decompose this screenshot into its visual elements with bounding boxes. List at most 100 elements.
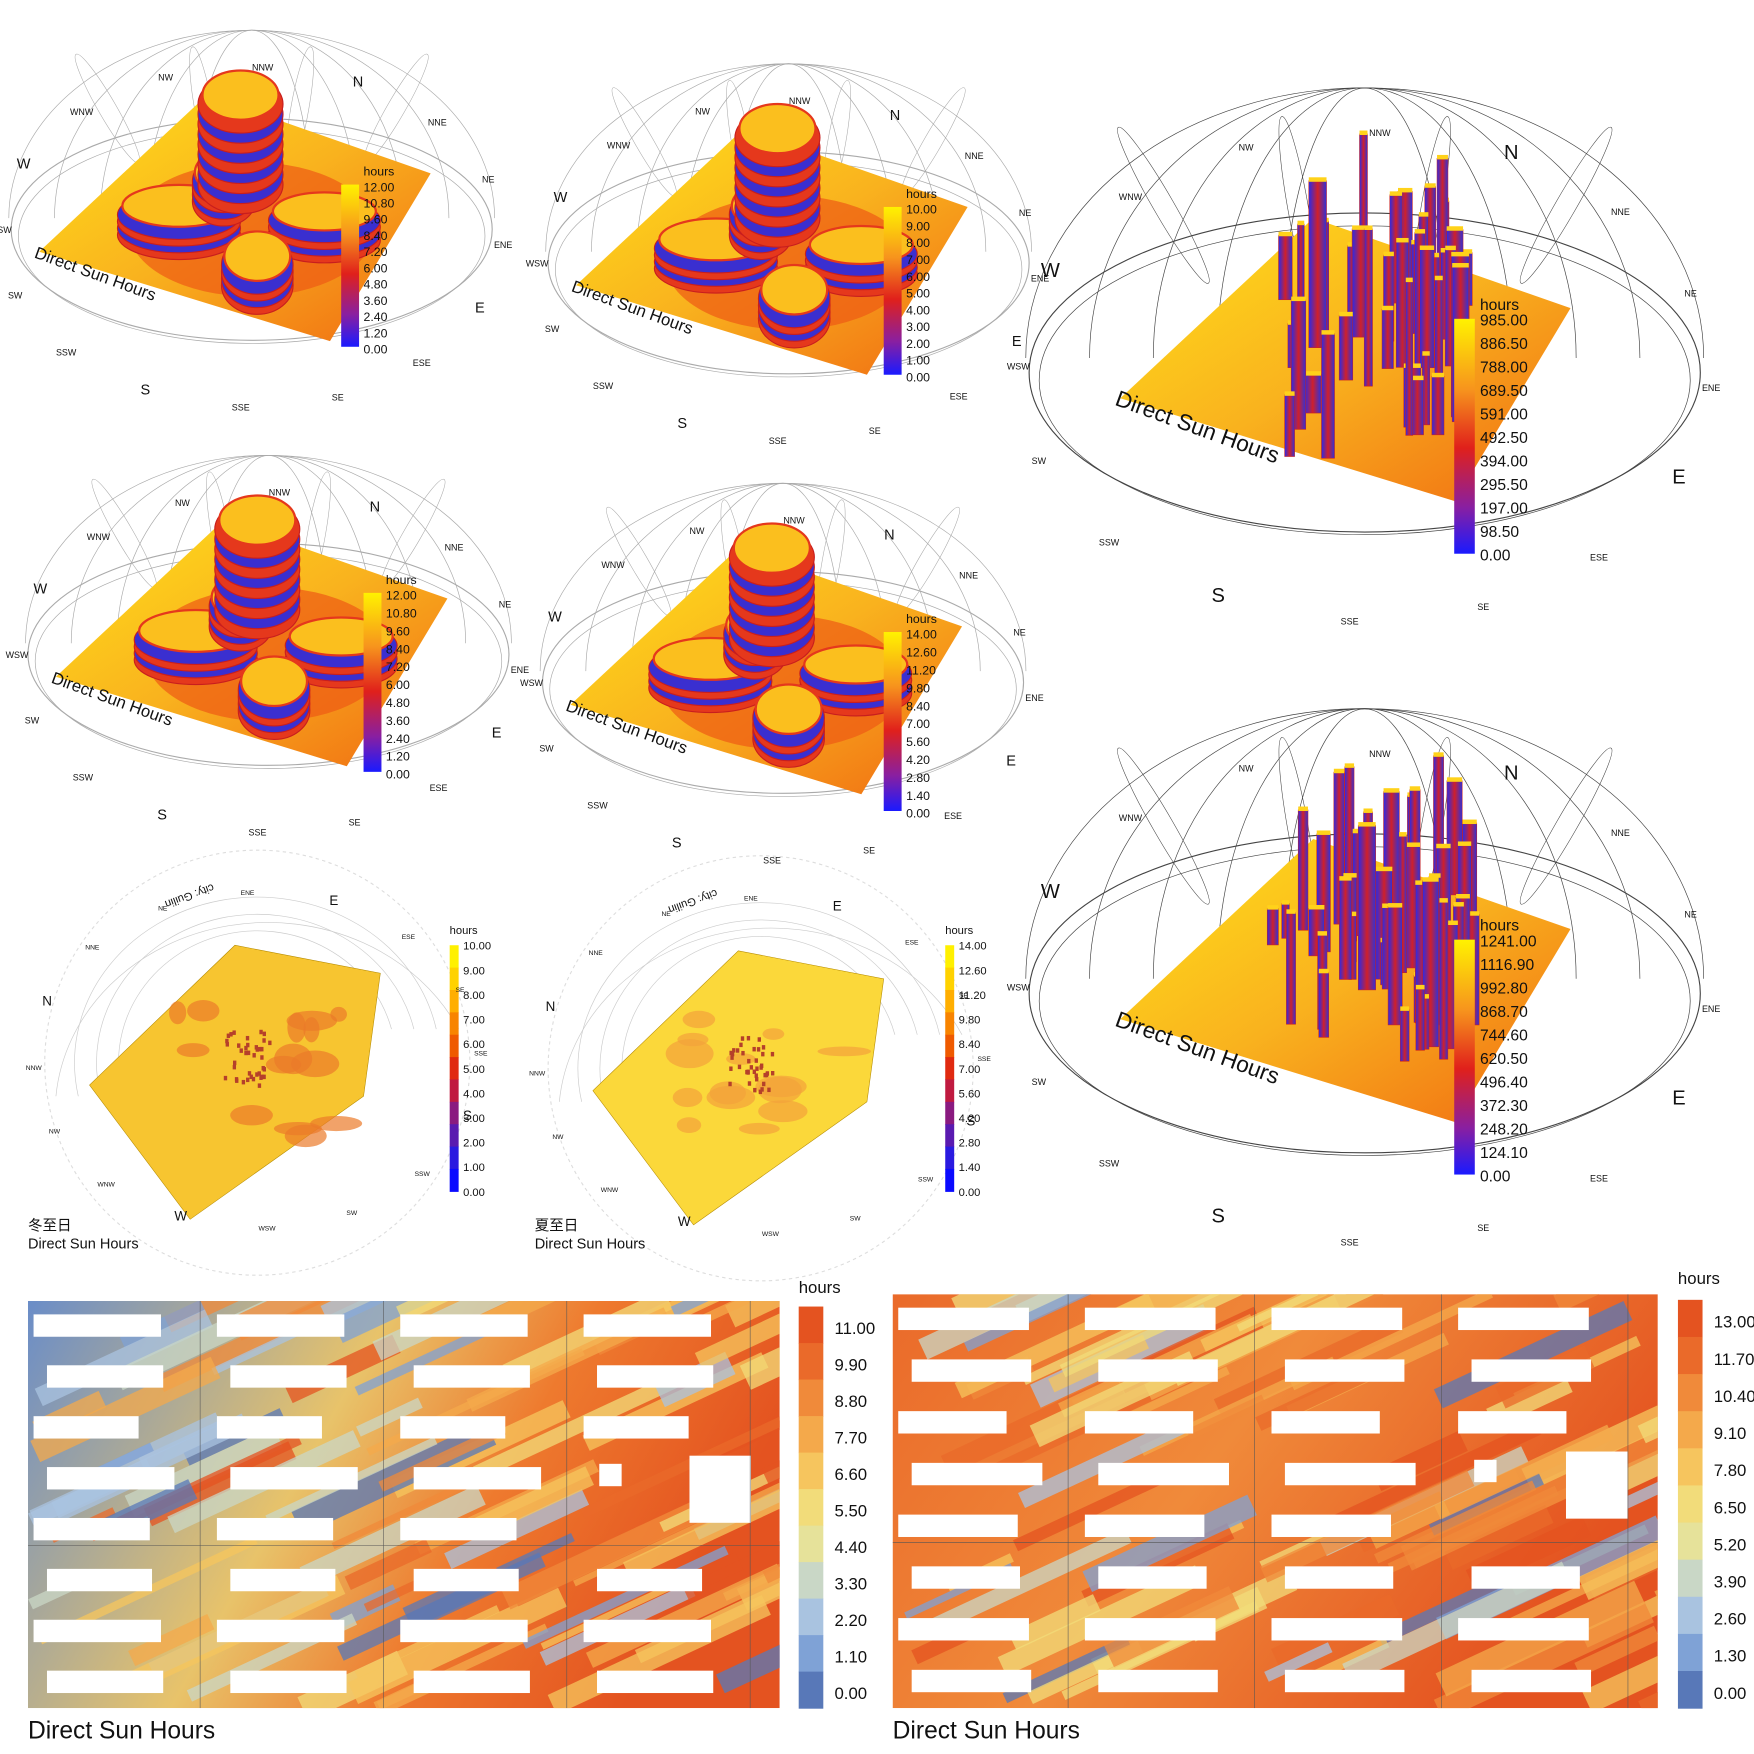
legend-swatch — [1677, 1671, 1703, 1709]
building — [33, 1517, 150, 1541]
compass-label: NNE — [85, 944, 100, 951]
building-dot — [757, 1037, 761, 1042]
building — [1098, 1566, 1207, 1589]
tower-top — [1383, 251, 1394, 257]
site-panel: city: Guilin hours 14.00 12.60 11.20 9.80 8.40… — [529, 855, 991, 1282]
compass-label: E — [1006, 753, 1016, 769]
tower-top — [1405, 277, 1413, 283]
tower-top — [1348, 911, 1357, 917]
sun-streak — [1002, 1635, 1131, 1704]
tower — [1338, 314, 1354, 381]
compass-label: SE — [456, 987, 465, 994]
legend-label: 394.00 — [1480, 453, 1528, 470]
compass-label: N — [884, 527, 895, 543]
compass-label: NW — [695, 106, 710, 116]
tower-roof — [218, 494, 297, 546]
tower-top — [1456, 893, 1470, 899]
building — [911, 1462, 1043, 1486]
compass-label: S — [140, 383, 150, 399]
legend-label: 5.60 — [906, 735, 930, 749]
compass-label: WSW — [0, 225, 12, 235]
building-dot — [258, 1046, 262, 1052]
compass-label: NE — [1684, 910, 1696, 920]
tower-top — [1333, 768, 1345, 774]
compass-label: SE — [959, 992, 968, 999]
terrain-patch — [310, 1115, 363, 1132]
city-label: city: Guilin — [163, 881, 216, 910]
building-dot — [756, 1047, 761, 1052]
compass-label: N — [370, 499, 381, 515]
legend-title: hours — [906, 612, 937, 626]
sun-streak — [725, 1300, 780, 1328]
legend-label: 4.80 — [386, 696, 410, 710]
compass-label: NNW — [1369, 128, 1391, 138]
compass-label: NNE — [1611, 828, 1630, 838]
building-dot — [225, 1038, 229, 1044]
building-dot — [739, 1042, 743, 1048]
building-dot — [730, 1055, 734, 1060]
building — [413, 1467, 542, 1490]
legend-label: 2.80 — [959, 1138, 981, 1150]
compass-label: NNW — [252, 63, 274, 73]
analemma — [900, 87, 966, 197]
tower-top — [1317, 931, 1328, 936]
terrain-patch — [176, 1043, 210, 1058]
legend-label: 11.70 — [1714, 1350, 1754, 1369]
sun-hours-panel: hours12.0010.809.608.407.206.004.803.602… — [0, 29, 512, 412]
sun-streak — [502, 1300, 673, 1385]
legend-label: 12.00 — [386, 589, 417, 603]
tower-roof — [732, 522, 812, 574]
building-dot — [752, 1046, 756, 1052]
compass-label: NW — [49, 1129, 61, 1136]
compass-label: ENE — [1702, 383, 1720, 393]
compass-label: WSW — [1007, 362, 1030, 372]
compass-label: NE — [158, 906, 168, 913]
compass-label: SE — [863, 845, 875, 855]
legend-label: 124.10 — [1480, 1145, 1528, 1162]
building-dot — [232, 1030, 236, 1035]
legend-label: 10.80 — [386, 606, 417, 620]
legend-swatch — [798, 1379, 824, 1417]
building — [1098, 1359, 1218, 1382]
legend-swatch — [1677, 1485, 1703, 1524]
legend-label: 8.00 — [906, 236, 930, 250]
sun-streak — [299, 1484, 486, 1588]
sun-map: hours 11.00 9.90 8.80 7.70 6.60 5.50 4.40 3.30 2.… — [27, 1278, 875, 1744]
compass-label: SW — [25, 716, 40, 726]
compass-label: NNE — [428, 118, 447, 128]
sun-streak — [670, 1300, 780, 1317]
building-dot — [239, 1048, 243, 1053]
compass-label: WNW — [87, 532, 111, 542]
legend-label: 14.00 — [906, 628, 937, 642]
tower-top — [1316, 830, 1331, 835]
building — [1284, 1462, 1416, 1486]
sun-hours-panel: hours12.0010.809.608.407.206.004.803.602… — [6, 454, 529, 837]
compass-label: SE — [349, 817, 361, 827]
tower-top — [1375, 866, 1393, 872]
compass-label: W — [34, 582, 48, 598]
legend-label: 372.30 — [1480, 1098, 1528, 1115]
building — [1084, 1514, 1205, 1537]
terrain-patch — [738, 1122, 780, 1135]
building — [1084, 1307, 1216, 1331]
legend-swatch — [798, 1306, 824, 1344]
legend-label: 7.00 — [906, 253, 930, 267]
sun-streak — [1444, 1504, 1554, 1570]
legend-swatch — [449, 1079, 459, 1103]
compass-label: SW — [346, 1210, 357, 1217]
legend-label: 4.80 — [364, 278, 388, 292]
legend-label: 6.00 — [386, 678, 410, 692]
compass-label: NNW — [26, 1065, 43, 1072]
tower-top — [1388, 903, 1403, 908]
legend-swatch — [945, 1124, 955, 1148]
legend-label: 8.80 — [834, 1392, 867, 1411]
sun-path-arc — [96, 914, 415, 1097]
building — [230, 1670, 347, 1694]
caption: 夏至日 — [535, 1218, 579, 1234]
compass-label: NNE — [1611, 207, 1630, 217]
terrain-patch — [817, 1046, 872, 1057]
legend-swatch — [449, 1012, 459, 1036]
legend-label: 5.00 — [463, 1064, 485, 1076]
legend-label: 620.50 — [1480, 1051, 1528, 1068]
